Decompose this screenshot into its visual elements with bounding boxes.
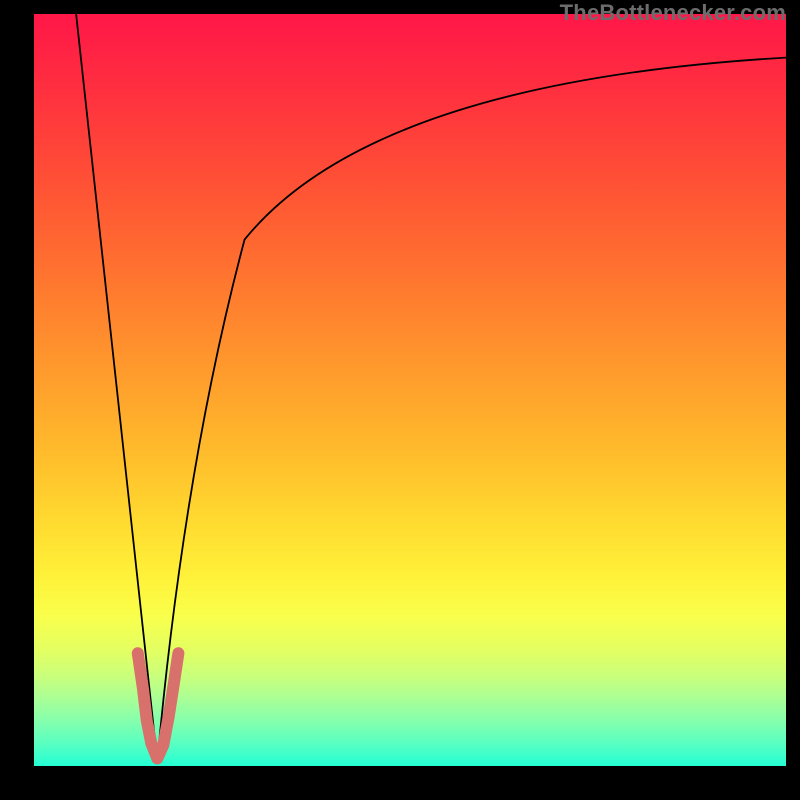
- plot-area: [34, 14, 786, 766]
- bottleneck-chart: TheBottlenecker.com: [0, 0, 800, 800]
- chart-svg: [34, 14, 786, 766]
- watermark-label: TheBottlenecker.com: [560, 0, 786, 26]
